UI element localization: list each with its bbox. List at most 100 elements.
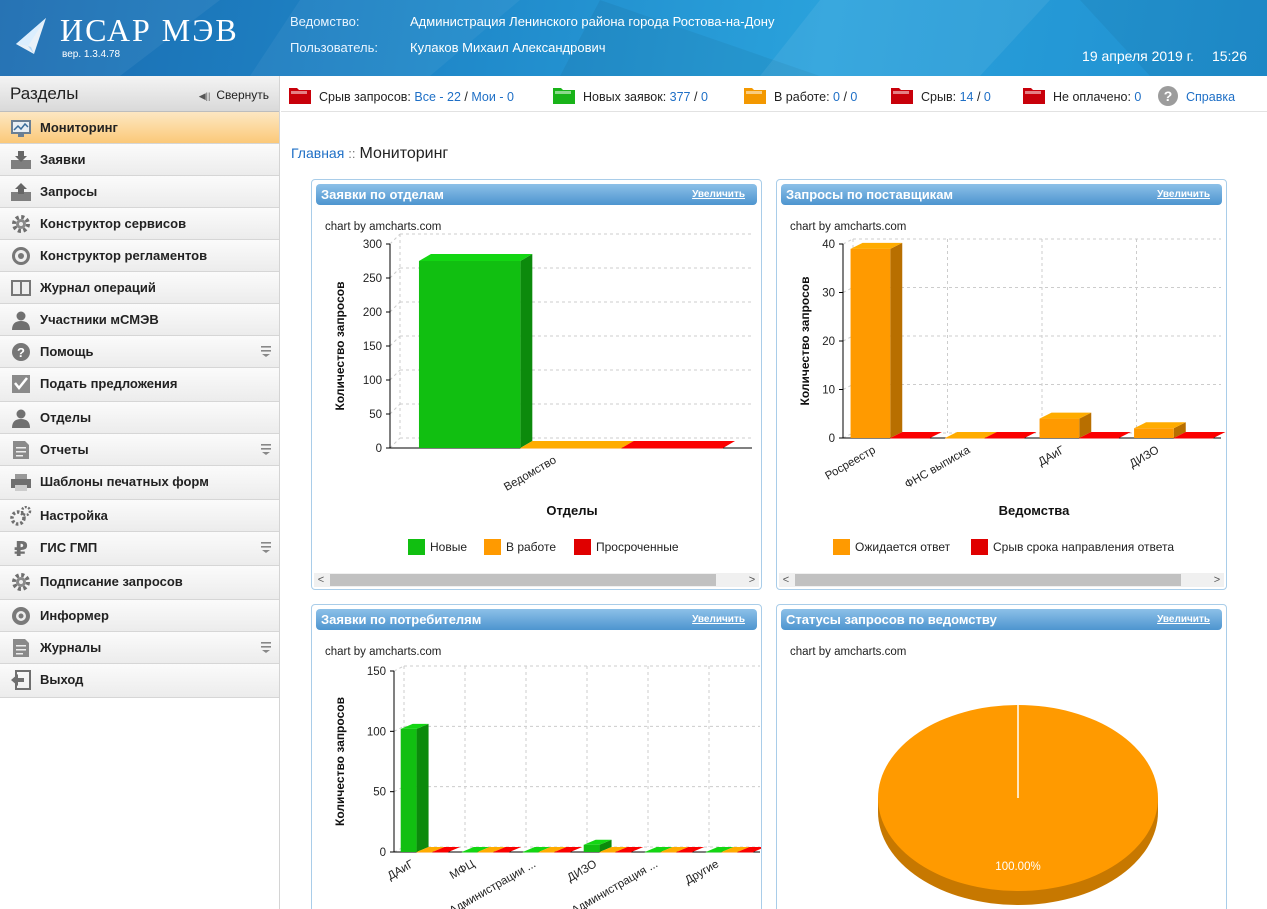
- legend-label: В работе: [506, 540, 556, 554]
- expand-icon[interactable]: [261, 641, 271, 653]
- zoom-link[interactable]: Увеличить: [1157, 189, 1210, 200]
- sidebar-item-label: Шаблоны печатных форм: [40, 474, 209, 489]
- svg-text:₽: ₽: [14, 538, 28, 558]
- status-link[interactable]: 14: [959, 90, 974, 104]
- sidebar-item[interactable]: Журналы: [0, 632, 279, 664]
- panel-title: Заявки по отделам: [321, 187, 444, 202]
- status-link[interactable]: Мои - 0: [471, 90, 514, 104]
- legend-swatch: [408, 539, 425, 555]
- gear-icon: [12, 573, 30, 591]
- sidebar-item-label: Информер: [40, 608, 109, 623]
- zoom-link[interactable]: Увеличить: [1157, 614, 1210, 625]
- sidebar-item[interactable]: Мониторинг: [0, 112, 279, 144]
- scroll-right-icon[interactable]: >: [748, 574, 756, 586]
- pie-slice-label: 100.00%: [995, 861, 1040, 873]
- gear-icon: [12, 215, 30, 233]
- y-tick-label: 0: [829, 433, 835, 445]
- sidebar-item[interactable]: Подписание запросов: [0, 566, 279, 600]
- horizontal-scrollbar[interactable]: < >: [314, 573, 759, 587]
- status-link[interactable]: 0: [833, 90, 840, 104]
- sidebar-item[interactable]: ? Помощь: [0, 336, 279, 368]
- status-link[interactable]: 0: [1134, 90, 1142, 104]
- status-counter: В работе: 0 / 0: [744, 86, 857, 104]
- expand-icon[interactable]: [261, 345, 271, 357]
- panel-requests-by-provider: Запросы по поставщикам Увеличить chart by…: [776, 179, 1227, 590]
- printer-icon: [11, 474, 31, 491]
- bar: [721, 847, 750, 853]
- header-background: [0, 0, 1267, 76]
- sidebar-item-label: Журналы: [40, 640, 102, 655]
- y-tick-label: 50: [373, 787, 386, 799]
- horizontal-scrollbar[interactable]: < >: [779, 573, 1224, 587]
- sidebar-item[interactable]: Отчеты: [0, 434, 279, 466]
- user-icon: [12, 311, 30, 330]
- checklist-icon: [12, 375, 30, 393]
- svg-text:?: ?: [1164, 88, 1173, 104]
- sidebar-item[interactable]: Подать предложения: [0, 368, 279, 402]
- x-tick-label: Росреестр: [823, 444, 877, 482]
- panel-title-bar: Заявки по потребителям Увеличить: [316, 609, 757, 630]
- sidebar-item[interactable]: Участники мСМЭВ: [0, 304, 279, 336]
- zoom-link[interactable]: Увеличить: [692, 614, 745, 625]
- expand-icon[interactable]: [261, 443, 271, 455]
- panel-request-statuses: Статусы запросов по ведомству Увеличить c…: [776, 604, 1227, 909]
- scroll-left-icon[interactable]: <: [782, 574, 790, 586]
- ruble-icon: ₽: [14, 538, 28, 558]
- chart-credit: chart by amcharts.com: [790, 221, 907, 233]
- scroll-thumb[interactable]: [795, 574, 1181, 586]
- legend-swatch: [484, 539, 501, 555]
- status-link[interactable]: 0: [700, 90, 708, 104]
- sidebar-collapse-button[interactable]: ◀|| Свернуть: [199, 88, 269, 102]
- help-link[interactable]: ? Справка: [1158, 86, 1235, 106]
- sidebar-item[interactable]: Журнал операций: [0, 272, 279, 304]
- status-link[interactable]: Все - 22: [414, 90, 461, 104]
- agency-value: Администрация Ленинского района города Р…: [410, 14, 775, 29]
- status-link[interactable]: 377: [669, 90, 691, 104]
- chart-statuses-pie: 100.00%: [878, 705, 1158, 905]
- sidebar-item[interactable]: Шаблоны печатных форм: [0, 466, 279, 500]
- header-time: 15:26: [1211, 48, 1247, 64]
- x-axis-title: Ведомства: [999, 503, 1071, 518]
- panel-title-bar: Заявки по отделам Увеличить: [316, 184, 757, 205]
- paper-plane-logo: [16, 18, 46, 54]
- scroll-right-icon[interactable]: >: [1213, 574, 1221, 586]
- zoom-link[interactable]: Увеличить: [692, 189, 745, 200]
- sidebar-item-label: Выход: [40, 672, 84, 687]
- panel-requests-by-department: Заявки по отделам Увеличить chart by amch…: [311, 179, 762, 590]
- folder-icon: [289, 88, 311, 104]
- bar: [554, 847, 583, 853]
- vertical-scrollbar[interactable]: [1259, 112, 1267, 909]
- sidebar-item[interactable]: Запросы: [0, 176, 279, 208]
- sidebar-item[interactable]: Конструктор регламентов: [0, 240, 279, 272]
- status-link[interactable]: 0: [983, 90, 991, 104]
- sidebar-item[interactable]: Настройка: [0, 500, 279, 532]
- scroll-left-icon[interactable]: <: [317, 574, 325, 586]
- breadcrumb-home[interactable]: Главная: [291, 145, 345, 161]
- app-title: ИСАР МЭВ: [60, 12, 239, 48]
- y-tick-label: 200: [363, 307, 382, 319]
- sidebar-item[interactable]: Отделы: [0, 402, 279, 434]
- expand-icon[interactable]: [261, 541, 271, 553]
- y-tick-label: 250: [363, 273, 382, 285]
- sidebar-item[interactable]: Выход: [0, 664, 279, 698]
- y-axis-title: Количество запросов: [333, 282, 347, 411]
- bar: [493, 847, 522, 853]
- sidebar-item[interactable]: Конструктор сервисов: [0, 208, 279, 240]
- sidebar-item[interactable]: ₽ ГИС ГМП: [0, 532, 279, 566]
- y-tick-label: 100: [367, 726, 386, 738]
- sidebar-item[interactable]: Информер: [0, 600, 279, 632]
- sidebar-item-label: Помощь: [40, 344, 94, 359]
- y-tick-label: 10: [822, 385, 835, 397]
- help-link-label[interactable]: Справка: [1186, 90, 1236, 104]
- user-label: Пользователь:: [290, 40, 378, 55]
- sidebar-item[interactable]: Заявки: [0, 144, 279, 176]
- sidebar-item-label: Конструктор сервисов: [40, 216, 187, 231]
- chart-credit: chart by amcharts.com: [790, 646, 907, 658]
- bar: [615, 847, 644, 853]
- panel-title-bar: Запросы по поставщикам Увеличить: [781, 184, 1222, 205]
- folder-icon: [1023, 88, 1045, 104]
- panel-title: Заявки по потребителям: [321, 612, 482, 627]
- bar: [432, 847, 461, 853]
- status-link[interactable]: 0: [850, 90, 858, 104]
- scroll-thumb[interactable]: [330, 574, 716, 586]
